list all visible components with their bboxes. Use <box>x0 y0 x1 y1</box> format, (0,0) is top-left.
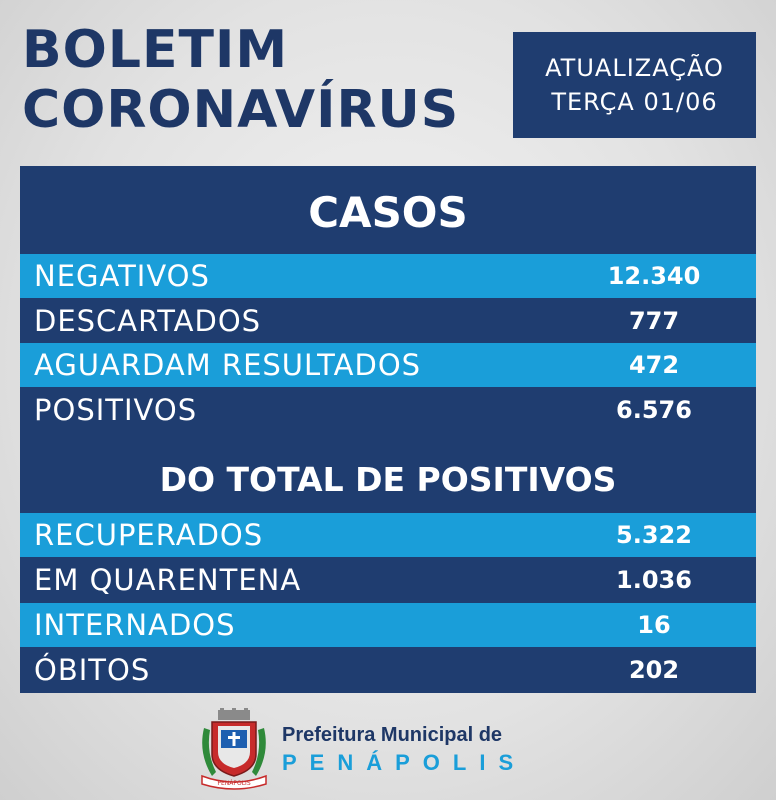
row-label: ÓBITOS <box>34 653 151 687</box>
row-label: DESCARTADOS <box>34 303 262 338</box>
row-value: 12.340 <box>607 262 701 290</box>
row-label: AGUARDAM RESULTADOS <box>34 348 422 382</box>
footer-city: PENÁPOLIS <box>282 750 527 775</box>
update-date: TERÇA 01/06 <box>551 88 718 116</box>
update-box: ATUALIZAÇÃO TERÇA 01/06 <box>513 32 756 138</box>
row-value: 1.036 <box>616 566 692 594</box>
bulletin-title: BOLETIM CORONAVÍRUS <box>22 20 459 140</box>
row-value: 777 <box>628 306 680 335</box>
row-recuperados: RECUPERADOS 5.322 <box>20 513 756 557</box>
footer-prefeitura: Prefeitura Municipal de <box>282 724 503 746</box>
row-label: POSITIVOS <box>34 393 198 427</box>
row-negativos: NEGATIVOS 12.340 <box>20 254 756 298</box>
section-title-positivos: DO TOTAL DE POSITIVOS <box>159 460 617 499</box>
row-aguardam-resultados: AGUARDAM RESULTADOS 472 <box>20 343 756 387</box>
cases-panel: CASOS NEGATIVOS 12.340 DESCARTADOS 777 A… <box>20 166 756 693</box>
title-line-2: CORONAVÍRUS <box>22 80 460 140</box>
footer: PENÁPOLIS Prefeitura Municipal de PENÁPO… <box>198 706 598 790</box>
row-em-quarentena: EM QUARENTENA 1.036 <box>20 557 756 603</box>
row-label: INTERNADOS <box>34 608 236 642</box>
row-value: 202 <box>628 656 680 684</box>
row-positivos: POSITIVOS 6.576 <box>20 387 756 433</box>
row-descartados: DESCARTADOS 777 <box>20 298 756 343</box>
row-internados: INTERNADOS 16 <box>20 603 756 647</box>
section-title-casos: CASOS <box>308 188 468 237</box>
title-line-1: BOLETIM <box>22 20 289 80</box>
row-value: 5.322 <box>616 521 692 549</box>
municipal-seal-icon: PENÁPOLIS <box>201 708 267 790</box>
row-obitos: ÓBITOS 202 <box>20 647 756 693</box>
row-label: RECUPERADOS <box>34 518 264 552</box>
row-value: 472 <box>628 351 680 379</box>
row-label: NEGATIVOS <box>34 259 210 293</box>
update-label: ATUALIZAÇÃO <box>545 54 724 82</box>
seal-banner-text: PENÁPOLIS <box>217 780 250 787</box>
row-value: 16 <box>637 611 671 639</box>
row-label: EM QUARENTENA <box>34 563 302 597</box>
row-value: 6.576 <box>616 396 692 424</box>
